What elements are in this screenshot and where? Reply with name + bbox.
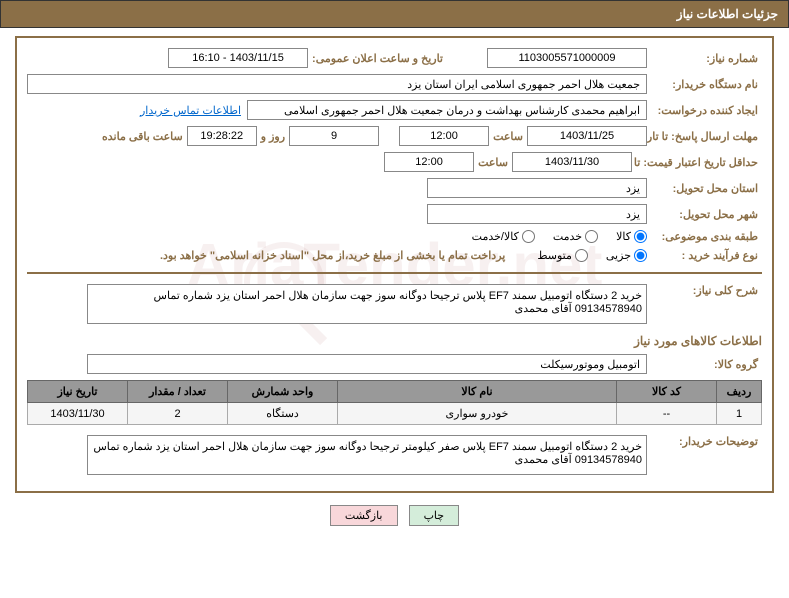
cat-goods-radio[interactable] xyxy=(634,230,647,243)
process-radio-group: جزیی متوسط xyxy=(525,249,647,262)
buyer-org-label: نام دستگاه خریدار: xyxy=(647,78,762,91)
proc-small-radio[interactable] xyxy=(634,249,647,262)
summary-label: شرح کلی نیاز: xyxy=(647,284,762,297)
goods-info-title: اطلاعات کالاهای مورد نیاز xyxy=(27,334,762,348)
province-input[interactable] xyxy=(427,178,647,198)
td-unit: دستگاه xyxy=(228,403,338,425)
table-header-row: ردیف کد کالا نام کالا واحد شمارش تعداد /… xyxy=(28,381,762,403)
remaining-label: ساعت باقی مانده xyxy=(98,130,187,143)
td-qty: 2 xyxy=(128,403,228,425)
buyer-notes-textarea[interactable] xyxy=(87,435,647,475)
button-row: چاپ بازگشت xyxy=(0,505,789,526)
goods-table: ردیف کد کالا نام کالا واحد شمارش تعداد /… xyxy=(27,380,762,425)
need-number-input[interactable] xyxy=(487,48,647,68)
announce-date-input[interactable] xyxy=(168,48,308,68)
summary-textarea[interactable] xyxy=(87,284,647,324)
td-num: 1 xyxy=(717,403,762,425)
cat-service-radio[interactable] xyxy=(585,230,598,243)
cat-both-radio[interactable] xyxy=(522,230,535,243)
province-label: استان محل تحویل: xyxy=(647,182,762,195)
th-name: نام کالا xyxy=(338,381,617,403)
need-number-label: شماره نیاز: xyxy=(647,52,762,65)
days-and-label: روز و xyxy=(257,130,289,143)
announce-label: تاریخ و ساعت اعلان عمومی: xyxy=(308,52,447,65)
goods-group-input[interactable] xyxy=(87,354,647,374)
category-radio-group: کالا خدمت کالا/خدمت xyxy=(460,230,647,243)
deadline-date-input[interactable] xyxy=(527,126,647,146)
deadline-time-input[interactable] xyxy=(399,126,489,146)
buyer-notes-label: توضیحات خریدار: xyxy=(647,435,762,448)
proc-medium-radio[interactable] xyxy=(575,249,588,262)
table-row: 1 -- خودرو سواری دستگاه 2 1403/11/30 xyxy=(28,403,762,425)
divider-1 xyxy=(27,272,762,274)
validity-time-input[interactable] xyxy=(384,152,474,172)
city-label: شهر محل تحویل: xyxy=(647,208,762,221)
back-button[interactable]: بازگشت xyxy=(330,505,398,526)
days-input xyxy=(289,126,379,146)
proc-medium-option[interactable]: متوسط xyxy=(537,249,588,262)
buyer-contact-link[interactable]: اطلاعات تماس خریدار xyxy=(134,104,247,117)
th-date: تاریخ نیاز xyxy=(28,381,128,403)
process-label: نوع فرآیند خرید : xyxy=(647,249,762,262)
requester-label: ایجاد کننده درخواست: xyxy=(647,104,762,117)
td-code: -- xyxy=(617,403,717,425)
cat-goods-option[interactable]: کالا xyxy=(616,230,647,243)
page-header: جزئیات اطلاعات نیاز xyxy=(0,0,789,28)
goods-group-label: گروه کالا: xyxy=(647,358,762,371)
th-unit: واحد شمارش xyxy=(228,381,338,403)
th-code: کد کالا xyxy=(617,381,717,403)
print-button[interactable]: چاپ xyxy=(409,505,460,526)
time-label-2: ساعت xyxy=(474,156,512,169)
category-label: طبقه بندی موضوعی: xyxy=(647,230,762,243)
proc-small-option[interactable]: جزیی xyxy=(606,249,647,262)
main-form-container: AriaTender.net شماره نیاز: تاریخ و ساعت … xyxy=(15,36,774,493)
city-input[interactable] xyxy=(427,204,647,224)
validity-date-input[interactable] xyxy=(512,152,632,172)
time-label-1: ساعت xyxy=(489,130,527,143)
td-name: خودرو سواری xyxy=(338,403,617,425)
buyer-org-input[interactable] xyxy=(27,74,647,94)
countdown-input xyxy=(187,126,257,146)
cat-both-option[interactable]: کالا/خدمت xyxy=(472,230,535,243)
validity-label: حداقل تاریخ اعتبار قیمت: تا تاریخ: xyxy=(632,156,762,169)
cat-service-option[interactable]: خدمت xyxy=(553,230,598,243)
deadline-label: مهلت ارسال پاسخ: تا تاریخ: xyxy=(647,130,762,143)
page-title: جزئیات اطلاعات نیاز xyxy=(677,7,778,21)
requester-input[interactable] xyxy=(247,100,647,120)
th-qty: تعداد / مقدار xyxy=(128,381,228,403)
td-date: 1403/11/30 xyxy=(28,403,128,425)
payment-note: پرداخت تمام یا بخشی از مبلغ خرید،از محل … xyxy=(160,249,505,262)
th-row: ردیف xyxy=(717,381,762,403)
